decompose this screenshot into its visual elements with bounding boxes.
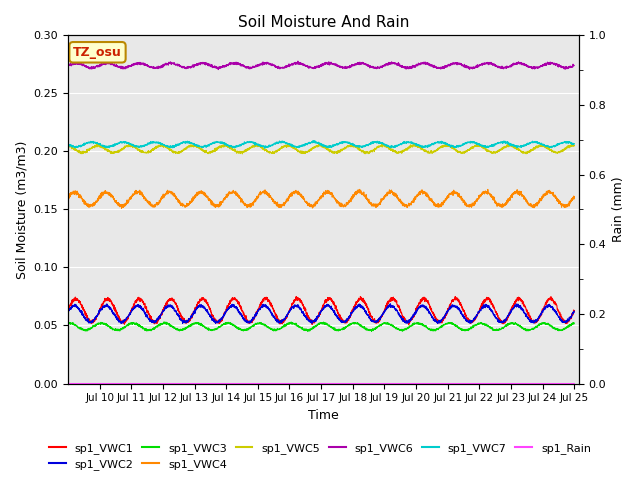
Text: TZ_osu: TZ_osu (73, 46, 122, 59)
X-axis label: Time: Time (308, 409, 339, 422)
Y-axis label: Soil Moisture (m3/m3): Soil Moisture (m3/m3) (15, 140, 28, 278)
Legend: sp1_VWC1, sp1_VWC2, sp1_VWC3, sp1_VWC4, sp1_VWC5, sp1_VWC6, sp1_VWC7, sp1_Rain: sp1_VWC1, sp1_VWC2, sp1_VWC3, sp1_VWC4, … (45, 438, 595, 474)
Y-axis label: Rain (mm): Rain (mm) (612, 177, 625, 242)
Title: Soil Moisture And Rain: Soil Moisture And Rain (238, 15, 409, 30)
